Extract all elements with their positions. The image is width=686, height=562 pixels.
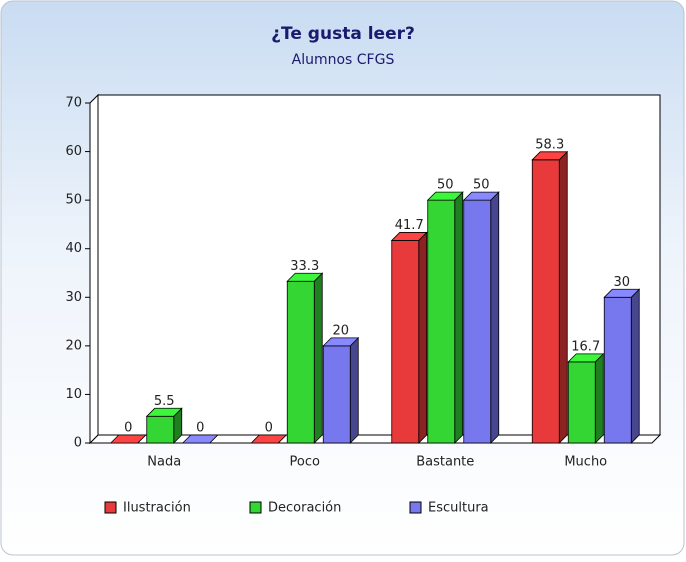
value-label: 30	[613, 275, 630, 290]
y-tick-label: 60	[65, 144, 82, 159]
value-label: 50	[473, 178, 490, 193]
bar-top	[462, 191, 500, 201]
x-tick-label: Mucho	[564, 455, 607, 470]
bar-side	[594, 352, 604, 444]
bar-front	[463, 199, 492, 444]
value-label: 50	[437, 178, 454, 193]
chart-title: ¿Te gusta leer?	[271, 24, 415, 44]
bar-side	[558, 150, 568, 444]
legend-label: Ilustración	[123, 501, 191, 516]
bar-front	[531, 159, 560, 444]
value-label: 16.7	[571, 339, 600, 354]
bar-front	[391, 240, 420, 444]
x-tick-label: Nada	[147, 455, 181, 470]
bar-front	[146, 415, 175, 444]
bar-top	[181, 434, 219, 444]
bar	[109, 434, 147, 444]
legend-swatch	[409, 501, 422, 514]
legend-swatch	[249, 501, 262, 514]
bar	[145, 407, 183, 444]
value-label: 0	[124, 421, 132, 436]
bar-top	[567, 353, 605, 363]
bar	[462, 191, 500, 444]
value-label: 0	[196, 421, 204, 436]
bar-top	[426, 191, 464, 201]
bar-top	[286, 272, 324, 282]
bar-front	[427, 199, 456, 444]
bar-top	[322, 337, 360, 347]
legend-swatch	[104, 501, 117, 514]
legend-label: Decoración	[268, 501, 341, 516]
bar-side	[490, 191, 500, 444]
legend-label: Escultura	[428, 501, 489, 516]
bar-top	[531, 151, 569, 161]
bar	[390, 231, 428, 444]
bar	[181, 434, 219, 444]
chart-subtitle: Alumnos CFGS	[292, 52, 395, 68]
bar-top	[603, 288, 641, 298]
bar	[531, 150, 569, 444]
value-label: 33.3	[290, 259, 319, 274]
bar	[322, 336, 360, 444]
bar-top	[145, 407, 183, 417]
bar-front	[567, 361, 596, 444]
bar	[286, 272, 324, 444]
bar	[603, 288, 641, 444]
bar-front	[286, 280, 315, 444]
y-tick-label: 30	[65, 290, 82, 305]
value-label: 0	[265, 421, 273, 436]
bar-front	[322, 345, 351, 444]
y-tick-label: 0	[74, 436, 82, 451]
bar-side	[418, 231, 428, 444]
x-tick-label: Bastante	[416, 455, 474, 470]
value-label: 5.5	[154, 394, 175, 409]
y-tick-label: 50	[65, 193, 82, 208]
bar-side	[349, 336, 359, 444]
bar-side	[454, 191, 464, 444]
y-tick-label: 10	[65, 387, 82, 402]
value-label: 20	[332, 323, 349, 338]
bar-front	[603, 296, 632, 444]
value-label: 41.7	[395, 218, 424, 233]
bar	[426, 191, 464, 444]
bar	[567, 352, 605, 444]
bar-side	[630, 288, 640, 444]
left-wall	[89, 93, 99, 445]
x-tick-label: Poco	[290, 455, 320, 470]
bar-top	[109, 434, 147, 444]
bar-top	[390, 232, 428, 241]
bar-top	[250, 434, 288, 444]
bar	[250, 434, 288, 444]
bar-side	[313, 272, 323, 444]
y-tick-label: 40	[65, 241, 82, 256]
value-label: 58.3	[535, 137, 564, 152]
y-tick-label: 70	[65, 96, 82, 111]
y-tick-label: 20	[65, 338, 82, 353]
